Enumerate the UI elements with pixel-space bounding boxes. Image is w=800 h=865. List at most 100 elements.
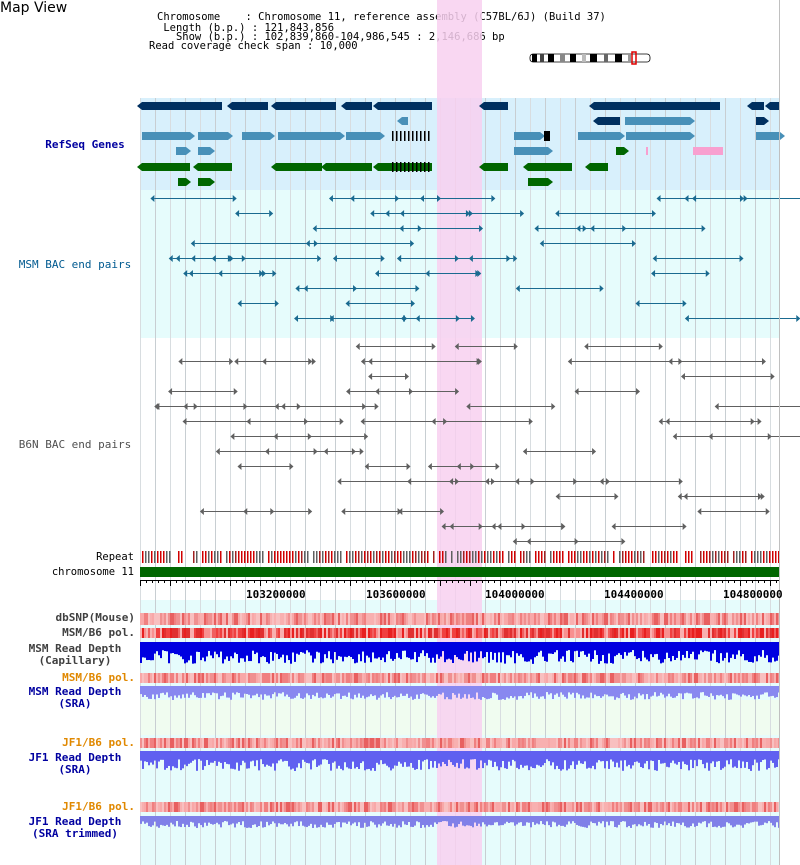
heat-cell — [488, 802, 490, 812]
heat-cell — [342, 673, 344, 683]
depth-bar — [168, 751, 170, 766]
heat-cell — [184, 802, 186, 812]
depth-bar — [542, 816, 544, 825]
depth-bar — [184, 751, 186, 765]
depth-bar — [512, 642, 514, 652]
repeat-mark — [721, 551, 723, 563]
heat-cell — [520, 673, 522, 683]
heat-cell — [438, 613, 440, 625]
heat-cell — [546, 613, 548, 625]
heat-cell — [658, 802, 660, 812]
heat-cell — [584, 673, 586, 683]
repeat-mark — [340, 551, 342, 563]
depth-bar — [378, 686, 380, 698]
depth-bar — [498, 751, 500, 771]
axis-minor-tick — [260, 580, 261, 586]
depth-bar — [600, 642, 602, 662]
heat-cell — [698, 673, 700, 683]
track-label-refseq[interactable]: RefSeq Genes — [45, 138, 125, 151]
heat-cell — [202, 673, 204, 683]
track-label-b6n-bac[interactable]: B6N BAC end pairs — [18, 438, 132, 451]
depth-bar — [646, 686, 648, 695]
depth-bar — [718, 686, 720, 696]
heat-cell — [230, 628, 232, 638]
depth-bar — [574, 816, 576, 824]
heat-cell — [568, 802, 570, 812]
heat-cell — [220, 613, 222, 625]
depth-bar — [550, 642, 552, 654]
heat-cell — [270, 613, 272, 625]
b6n-bac-pair-end — [574, 388, 579, 395]
b6n-bac-pair-end — [289, 463, 294, 470]
depth-bar — [646, 751, 648, 762]
heat-cell — [496, 613, 498, 625]
repeat-mark — [442, 551, 444, 563]
depth-bar — [678, 816, 680, 824]
depth-bar — [408, 686, 410, 698]
depth-bar — [632, 751, 634, 766]
repeat-mark — [457, 551, 459, 563]
heat-cell — [700, 673, 702, 683]
heat-cell — [224, 738, 226, 748]
heat-cell — [628, 628, 630, 638]
chromosome-bar — [140, 567, 780, 577]
msm-bac-pair — [594, 228, 702, 229]
depth-bar — [140, 816, 142, 824]
heat-cell — [204, 802, 206, 812]
heat-cell — [160, 628, 162, 638]
track-label-msm-bac[interactable]: MSM BAC end pairs — [18, 258, 132, 271]
heat-cell — [690, 802, 692, 812]
heat-cell — [776, 673, 778, 683]
heat-cell — [302, 738, 304, 748]
depth-bar — [276, 686, 278, 697]
heat-cell — [166, 628, 168, 638]
heat-cell — [714, 613, 716, 625]
heat-cell — [690, 738, 692, 748]
depth-bar — [338, 686, 340, 694]
heat-cell — [336, 673, 338, 683]
repeat-mark — [145, 551, 147, 563]
heat-cell — [288, 613, 290, 625]
depth-bar — [368, 642, 370, 658]
depth-bar — [670, 686, 672, 697]
depth-bar — [496, 816, 498, 823]
depth-bar — [254, 816, 256, 825]
heat-cell — [228, 673, 230, 683]
heat-cell — [546, 802, 548, 812]
heat-cell — [384, 628, 386, 638]
heat-cell — [440, 673, 442, 683]
axis-tick-label: 104000000 — [485, 588, 545, 601]
depth-bar — [392, 816, 394, 827]
depth-bar — [686, 686, 688, 693]
heat-cell — [662, 738, 664, 748]
msm-bac-pair — [154, 198, 233, 199]
depth-bar — [576, 816, 578, 825]
depth-bar — [572, 816, 574, 822]
heat-cell — [764, 628, 766, 638]
heat-cell — [328, 802, 330, 812]
heat-cell — [294, 673, 296, 683]
msm-bac-track — [150, 195, 800, 322]
depth-bar — [656, 642, 658, 654]
depth-bar — [768, 816, 770, 822]
depth-bar — [398, 642, 400, 658]
depth-bar — [732, 642, 734, 655]
heat-cell — [452, 613, 454, 625]
heat-cell — [160, 673, 162, 683]
depth-bar — [352, 816, 354, 824]
heat-cell — [420, 738, 422, 748]
depth-bar — [726, 816, 728, 823]
track-label-msm-depth-cap: MSM Read Depth (Capillary) — [28, 642, 122, 667]
heat-cell — [732, 628, 734, 638]
heat-cell — [254, 738, 256, 748]
heat-cell — [310, 802, 312, 812]
msm-bac-pair-end — [479, 225, 484, 232]
msm-bac-pair-end — [739, 255, 744, 262]
depth-bar — [168, 816, 170, 827]
depth-bar — [770, 686, 772, 697]
heat-cell — [618, 673, 620, 683]
depth-bar — [514, 642, 516, 664]
heat-cell — [634, 802, 636, 812]
heat-cell — [510, 613, 512, 625]
